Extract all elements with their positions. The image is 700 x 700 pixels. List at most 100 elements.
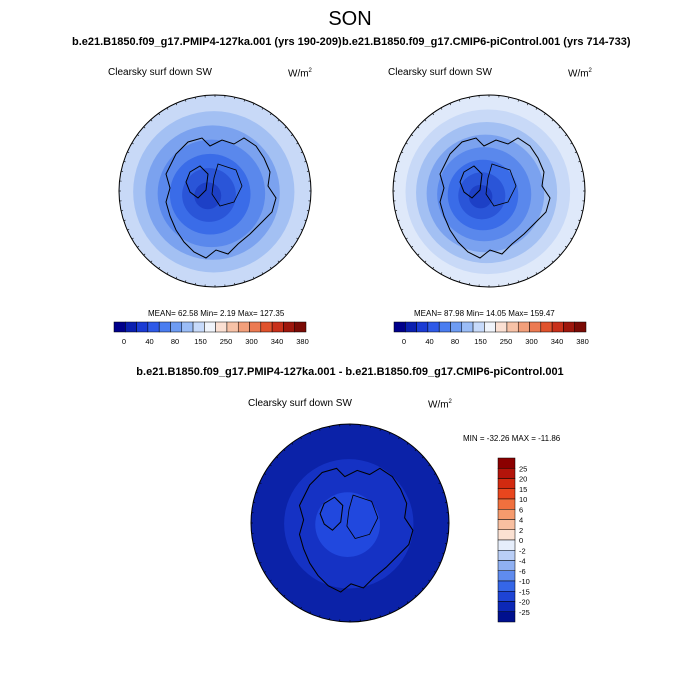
difference-border-tick <box>300 437 302 440</box>
difference-colorbar-box <box>497 601 516 612</box>
panel-2-colorbar-box <box>540 321 553 333</box>
panel-2-border-tick <box>440 107 443 110</box>
difference-border-tick <box>379 615 381 618</box>
difference-border-tick <box>389 611 391 614</box>
difference-border-tick <box>428 464 431 467</box>
panel-1-border-tick <box>300 151 303 154</box>
panel-2-colorbar: 0 40 80 150 250 300 340 380 <box>393 321 589 346</box>
panel-2-border-tick <box>449 103 452 106</box>
panel-1-colorbar-box <box>260 321 273 333</box>
difference-border-tick <box>283 449 286 452</box>
panel-1-border-tick <box>131 237 134 240</box>
panel-1-contour-band <box>194 182 222 210</box>
panel-2-border-tick <box>405 237 408 240</box>
difference-border-tick <box>433 473 436 475</box>
difference-border-tick <box>283 594 286 597</box>
panel-1-border-tick <box>175 276 178 279</box>
panel-1-border-tick <box>277 260 280 263</box>
panel-1-border-tick <box>123 161 126 163</box>
difference-title: b.e21.B1850.f09_g17.PMIP4-127ka.001 - b.… <box>136 366 564 378</box>
panel-1-title: b.e21.B1850.f09_g17.PMIP4-127ka.001 (yrs… <box>72 36 342 48</box>
panel-1-colorbar-tick-label: 380 <box>296 337 309 346</box>
difference-contour-band <box>315 492 380 557</box>
difference-border-tick <box>379 428 381 431</box>
difference-border-tick <box>406 442 409 445</box>
panel-1-border-tick <box>127 151 130 154</box>
difference-colorbar-tick-label: -20 <box>519 598 530 607</box>
difference-colorbar-tick-label: 15 <box>519 485 527 494</box>
difference-colorbar-tick-label: -10 <box>519 577 530 586</box>
panel-1-colorbar-box <box>271 321 284 333</box>
difference-border-tick <box>421 587 424 590</box>
panel-2-border-tick <box>526 276 529 279</box>
panel-2-colorbar-box <box>517 321 530 333</box>
panel-2-colorbar-box <box>427 321 440 333</box>
difference-colorbar-tick-label: 20 <box>519 475 527 484</box>
difference-colorbar-tick-label: -4 <box>519 557 526 566</box>
panel-2-border-tick <box>570 142 573 145</box>
panel-2-colorbar-box <box>574 321 587 333</box>
panel-1-colorbar-tick-label: 150 <box>194 337 207 346</box>
panel-1-border-tick <box>150 119 153 122</box>
difference-border-tick <box>442 492 445 494</box>
difference-colorbar-tick-label: -15 <box>519 587 530 596</box>
panel-2-colorbar-box <box>506 321 519 333</box>
panel-1-colorbar-box <box>147 321 160 333</box>
difference-border-tick <box>319 615 321 618</box>
panel-1-border-tick <box>158 266 160 269</box>
panel-1-colorbar-box <box>226 321 239 333</box>
panel-1-colorbar-box <box>158 321 171 333</box>
panel-2-border-tick <box>401 151 404 154</box>
difference-border-tick <box>414 594 417 597</box>
difference-border-tick <box>309 432 311 435</box>
panel-1-units: W/m2 <box>288 68 312 80</box>
panel-2-border-tick <box>411 134 414 136</box>
difference-border-tick <box>414 449 417 452</box>
panel-1-colorbar: 0 40 80 150 250 300 340 380 <box>113 321 309 346</box>
difference-coastline-inner <box>346 494 379 539</box>
panel-2-border-tick <box>424 119 427 122</box>
panel-1-colorbar-box <box>237 321 250 333</box>
panel-1-variable-label: Clearsky surf down SW <box>108 67 212 78</box>
panel-1-border-tick <box>185 280 187 283</box>
difference-colorbar-box <box>497 611 516 623</box>
panel-1-border-tick <box>137 134 140 136</box>
panel-1-border-tick <box>290 134 293 136</box>
panel-2-coastline <box>439 137 551 259</box>
panel-2-border-tick <box>570 237 573 240</box>
difference-border-tick <box>269 464 272 467</box>
panel-2-border-tick <box>544 266 546 269</box>
panel-1-border-tick <box>300 228 303 231</box>
panel-1-greenland-outline <box>185 165 209 199</box>
panel-2-border-tick <box>417 253 420 256</box>
panel-2-colorbar-box <box>461 321 474 333</box>
difference-border-tick <box>259 482 262 484</box>
panel-1-border-tick <box>296 237 299 240</box>
difference-border-tick <box>255 552 258 554</box>
panel-1-stats: MEAN= 62.58 Min= 2.19 Max= 127.35 <box>148 309 285 318</box>
panel-2-border-tick <box>551 260 554 263</box>
panel-1-colorbar-box <box>170 321 183 333</box>
panel-2-border-tick <box>526 103 529 106</box>
panel-1-colorbar-tick-label: 80 <box>171 337 179 346</box>
difference-variable-label: Clearsky surf down SW <box>248 398 352 409</box>
difference-colorbar-box <box>497 580 516 592</box>
panel-2-colorbar-tick-label: 40 <box>425 337 433 346</box>
difference-colorbar-tick-label: -25 <box>519 608 530 617</box>
panel-2-colorbar-box <box>484 321 496 333</box>
panel-2-colorbar-tick-label: 340 <box>551 337 564 346</box>
difference-colorbar-tick-label: 6 <box>519 505 523 514</box>
difference-border-tick <box>309 611 311 614</box>
panel-2-border-tick <box>397 161 400 163</box>
panel-2-border-tick <box>517 280 519 283</box>
difference-colorbar-box <box>497 468 516 479</box>
panel-2-polar-map <box>392 94 586 288</box>
panel-1-border-tick <box>123 219 126 221</box>
difference-colorbar-box <box>497 457 516 469</box>
panel-2-colorbar-box <box>472 321 485 333</box>
panel-2-colorbar-box <box>450 321 463 333</box>
difference-colorbar-box <box>497 478 516 489</box>
panel-2-border-tick <box>544 113 546 116</box>
difference-border-tick <box>264 473 267 475</box>
panel-1-border-tick <box>277 119 280 122</box>
